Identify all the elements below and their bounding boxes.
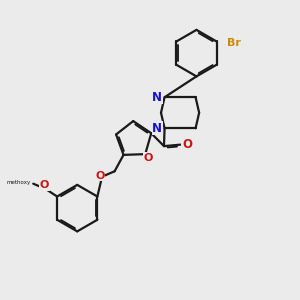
Text: O: O	[143, 153, 153, 163]
Text: methoxy: methoxy	[7, 180, 31, 185]
Text: Br: Br	[227, 38, 241, 48]
Text: N: N	[152, 122, 162, 135]
Text: O: O	[40, 181, 49, 190]
Text: O: O	[182, 138, 192, 151]
Text: N: N	[152, 91, 162, 104]
Text: O: O	[95, 171, 105, 181]
